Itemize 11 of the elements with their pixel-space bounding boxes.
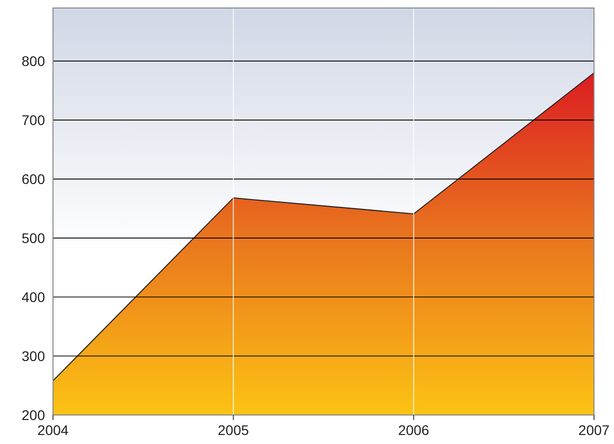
y-tick-label: 700 bbox=[22, 112, 46, 128]
x-tick-label: 2007 bbox=[578, 422, 610, 438]
y-tick-label: 800 bbox=[22, 52, 46, 69]
y-tick-label: 600 bbox=[22, 170, 46, 187]
y-tick-label: 300 bbox=[22, 348, 46, 364]
x-tick-label: 2006 bbox=[398, 422, 430, 438]
x-tick-label: 2004 bbox=[37, 422, 69, 438]
x-tick-label: 2005 bbox=[218, 422, 250, 438]
y-tick-label: 500 bbox=[22, 230, 46, 246]
y-tick-label: 400 bbox=[22, 288, 46, 305]
y-tick-label: 200 bbox=[22, 406, 46, 423]
